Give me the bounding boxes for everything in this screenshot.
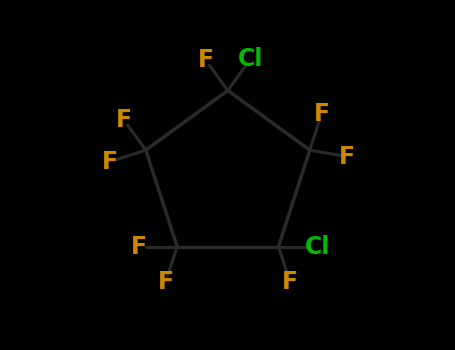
Text: F: F	[339, 145, 355, 169]
Text: F: F	[313, 102, 329, 126]
Text: Cl: Cl	[238, 47, 263, 71]
Text: F: F	[102, 150, 118, 174]
Text: F: F	[282, 271, 298, 294]
Text: F: F	[116, 107, 131, 132]
Text: F: F	[157, 271, 173, 294]
Text: Cl: Cl	[305, 234, 330, 259]
Text: F: F	[131, 234, 147, 259]
Text: F: F	[197, 48, 214, 72]
